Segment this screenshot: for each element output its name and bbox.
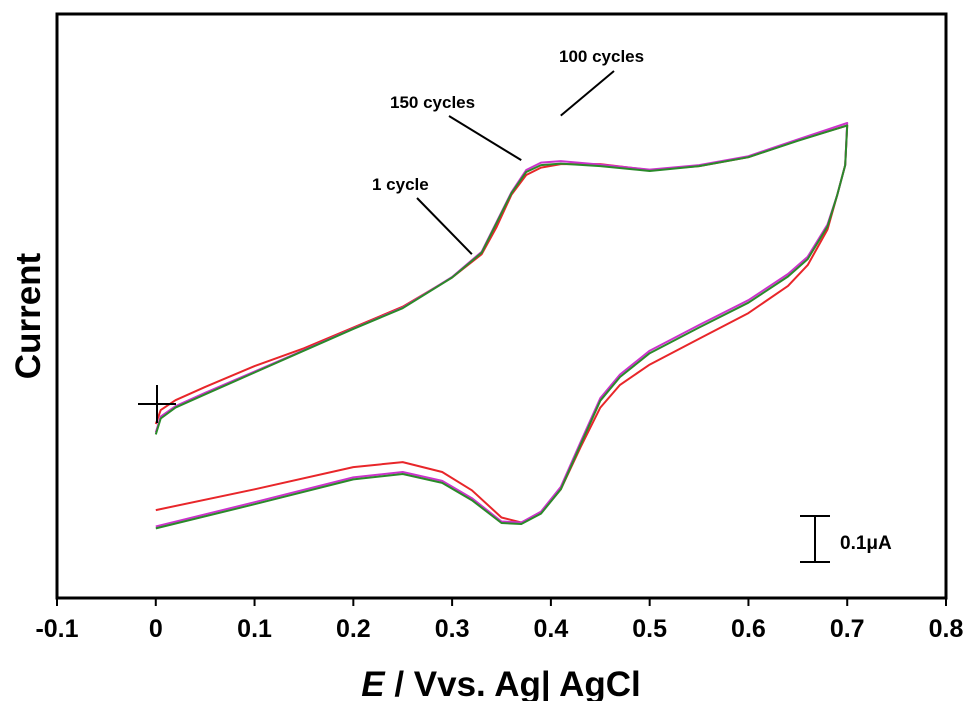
- x-tick-label: 0.2: [336, 615, 371, 643]
- x-tick-label: 0: [149, 615, 163, 643]
- annotation-leader: [560, 70, 615, 117]
- annotation-label: 1 cycle: [372, 175, 429, 194]
- annotations: 100 cycles 150 cycles 1 cycle: [372, 47, 644, 194]
- x-tick-label: 0.6: [731, 615, 766, 643]
- x-tick-label: 0.7: [830, 615, 865, 643]
- cv-curves: [154, 122, 849, 530]
- cv-curve-1: [154, 124, 849, 524]
- x-tick-label: 0.4: [534, 615, 569, 643]
- scale-bar: [800, 515, 830, 563]
- annotation-label: 100 cycles: [559, 47, 644, 66]
- scale-bar-label: 0.1μA: [840, 533, 892, 554]
- annotation-leader: [448, 115, 522, 162]
- x-axis-title-symbol: E: [361, 665, 386, 701]
- cv-curve-2: [154, 122, 849, 528]
- x-tick-label: 0.1: [237, 615, 272, 643]
- x-tick-label: 0.5: [632, 615, 667, 643]
- x-axis-title-unit: / Vvs. Ag| AgCl: [385, 665, 641, 701]
- annotation-leaders: [416, 70, 615, 255]
- start-marker: [138, 385, 176, 423]
- x-tick-label: -0.1: [35, 615, 78, 643]
- plot-frame: [55, 12, 948, 600]
- x-axis-title: E / Vvs. Ag| AgCl: [361, 665, 641, 701]
- y-axis-title: Current: [9, 252, 48, 379]
- annotation-leader: [416, 197, 473, 255]
- x-axis-ticks: -0.1 0 0.1 0.2 0.3 0.4 0.5 0.6 0.7 0.8: [35, 598, 963, 643]
- x-tick-label: 0.3: [435, 615, 470, 643]
- annotation-label: 150 cycles: [390, 93, 475, 112]
- x-tick-label: 0.8: [929, 615, 964, 643]
- cv-curve-3: [154, 124, 849, 530]
